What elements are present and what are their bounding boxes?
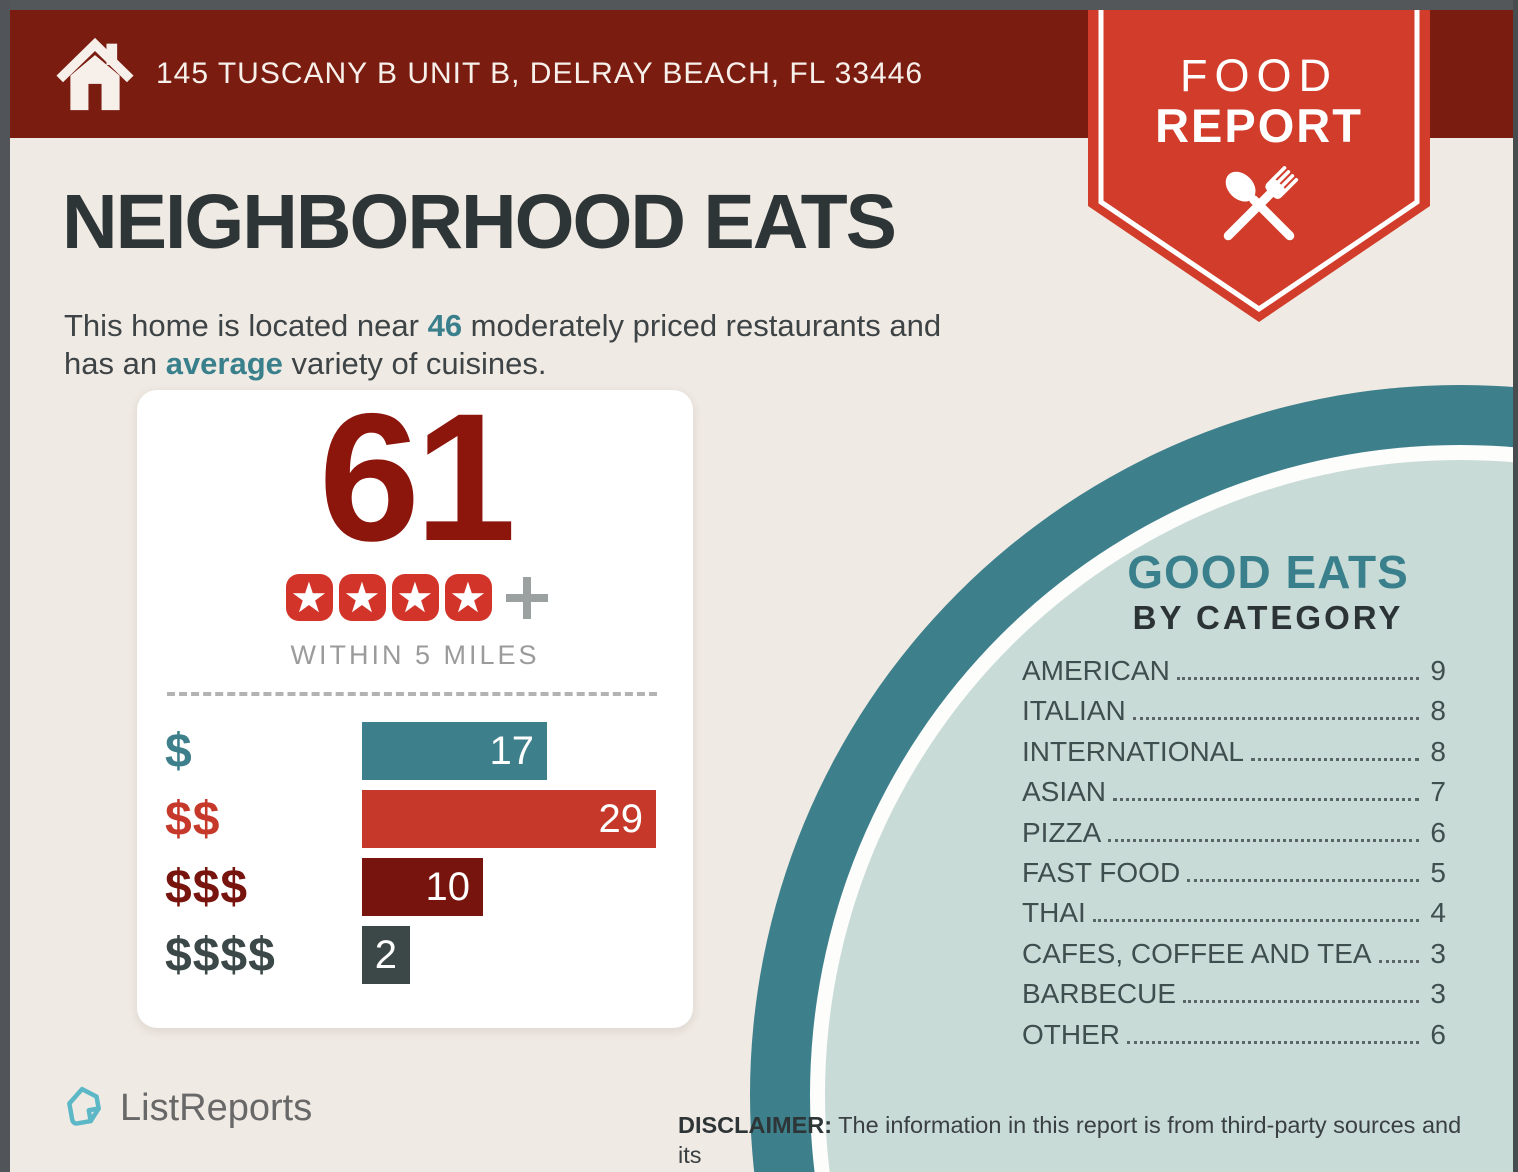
price-bar-row: $$$$ 2 — [165, 926, 673, 984]
category-label: INTERNATIONAL — [1022, 735, 1244, 767]
price-bar: 17 — [362, 722, 547, 780]
badge-title-food: FOOD — [1180, 50, 1338, 101]
star-icon: ★ — [444, 574, 492, 621]
listreports-logo: ListReports — [60, 1082, 312, 1135]
price-bars: $17 $$ 29 $$$ 10 $$$$ 2 — [165, 722, 673, 994]
category-label: BARBECUE — [1022, 978, 1177, 1010]
home-icon — [54, 28, 136, 120]
category-count: 9 — [1430, 655, 1446, 686]
restaurant-summary-card: 61 ★ ★ ★ ★ WITHIN 5 MILES $17 $$ 29 $$$ 10 $$$$ 2 — [137, 375, 693, 1028]
badge-title-report: REPORT — [1155, 99, 1363, 152]
category-count: 7 — [1430, 776, 1446, 808]
category-list: AMERICAN 9 ITALIAN 8 INTERNATIONAL 8 ASIAN 7 PIZ… — [1022, 655, 1446, 1059]
good-eats-subtitle: BY CATEGORY — [1132, 599, 1404, 636]
price-level-label: $$ — [165, 792, 221, 846]
badge-shield-shape — [1088, 10, 1430, 322]
disclaimer-text: DISCLAIMER: The information in this repo… — [678, 1111, 1462, 1172]
dashed-divider — [167, 692, 657, 696]
price-bar-value: 2 — [374, 932, 397, 977]
food-report-badge: FOOD REPORT — [1088, 10, 1430, 322]
total-restaurant-count: 61 — [318, 375, 516, 579]
category-row: ASIAN 7 — [1022, 776, 1446, 807]
dotted-leader — [1127, 1020, 1419, 1044]
brand-name: ListReports — [120, 1087, 313, 1129]
star-icon: ★ — [285, 574, 333, 621]
category-row: ITALIAN 8 — [1022, 695, 1446, 726]
dotted-leader — [1108, 818, 1419, 842]
category-count: 3 — [1430, 978, 1446, 1010]
price-bar: 2 — [362, 926, 410, 984]
category-row: PIZZA 6 — [1022, 817, 1446, 848]
price-bar: 29 — [362, 790, 656, 848]
category-count: 5 — [1430, 856, 1446, 888]
price-bar-value: 10 — [425, 864, 471, 909]
dotted-leader — [1176, 656, 1419, 680]
crossed-spoon-and-fork-icon — [1197, 150, 1321, 265]
dotted-leader — [1113, 777, 1419, 802]
intro-text: This home is located near 46 moderately … — [64, 307, 941, 383]
dotted-leader — [1378, 939, 1419, 963]
listreports-house-icon — [60, 1082, 108, 1135]
intro-line1-pre: This home is located near — [64, 308, 428, 343]
price-level-label: $$$$ — [165, 928, 276, 982]
window-frame-right — [1513, 0, 1518, 1172]
restaurant-count: 46 — [427, 308, 463, 343]
category-label: THAI — [1022, 897, 1086, 929]
category-row: FAST FOOD 5 — [1022, 857, 1446, 888]
intro-line2-pre: has an — [64, 346, 166, 381]
category-row: BARBECUE 3 — [1022, 978, 1446, 1009]
price-bar: 10 — [362, 858, 483, 916]
category-label: OTHER — [1022, 1018, 1120, 1050]
intro-line1-post: moderately priced restaurants and — [462, 308, 942, 343]
price-level-label: $ — [165, 724, 193, 778]
disclaimer-label: DISCLAIMER: — [678, 1111, 833, 1138]
category-row: CAFES, COFFEE AND TEA 3 — [1022, 938, 1446, 969]
plus-icon — [505, 576, 548, 619]
star-icon: ★ — [338, 574, 386, 621]
category-count: 8 — [1430, 695, 1446, 727]
category-label: ASIAN — [1022, 776, 1107, 808]
dotted-leader — [1250, 737, 1419, 761]
price-bar-value: 29 — [598, 796, 644, 841]
price-bar-row: $$$ 10 — [165, 858, 673, 916]
category-label: FAST FOOD — [1022, 856, 1181, 888]
star-icon: ★ — [391, 574, 439, 621]
price-bar-row: $17 — [165, 722, 673, 780]
price-level-label: $$$ — [165, 860, 249, 914]
category-row: OTHER 6 — [1022, 1019, 1446, 1050]
category-count: 3 — [1430, 937, 1446, 969]
variety-highlight: average — [165, 346, 283, 381]
intro-line2-post: variety of cuisines. — [282, 346, 547, 381]
dotted-leader — [1132, 696, 1419, 721]
category-count: 8 — [1430, 735, 1446, 767]
category-label: AMERICAN — [1022, 655, 1170, 686]
property-address: 145 TUSCANY B UNIT B, DELRAY BEACH, FL 3… — [156, 57, 924, 90]
price-bar-value: 17 — [489, 728, 535, 773]
dotted-leader — [1187, 858, 1419, 882]
good-eats-title: GOOD EATS — [1127, 546, 1409, 598]
category-count: 6 — [1430, 1018, 1446, 1050]
category-row: THAI 4 — [1022, 897, 1446, 928]
dotted-leader — [1183, 979, 1419, 1004]
page-title: NEIGHBORHOOD EATS — [62, 179, 897, 265]
category-label: CAFES, COFFEE AND TEA — [1022, 937, 1372, 969]
category-row: INTERNATIONAL 8 — [1022, 736, 1446, 767]
category-count: 6 — [1430, 816, 1446, 848]
category-count: 4 — [1430, 897, 1446, 929]
category-row: AMERICAN 9 — [1022, 655, 1446, 686]
radius-label: WITHIN 5 MILES — [290, 640, 540, 670]
price-bar-row: $$ 29 — [165, 790, 673, 848]
window-frame-left — [0, 0, 10, 1172]
dotted-leader — [1092, 898, 1419, 923]
category-label: ITALIAN — [1022, 695, 1126, 727]
window-frame-top — [0, 0, 1518, 10]
star-rating: ★ ★ ★ ★ — [137, 574, 693, 621]
category-label: PIZZA — [1022, 816, 1102, 848]
